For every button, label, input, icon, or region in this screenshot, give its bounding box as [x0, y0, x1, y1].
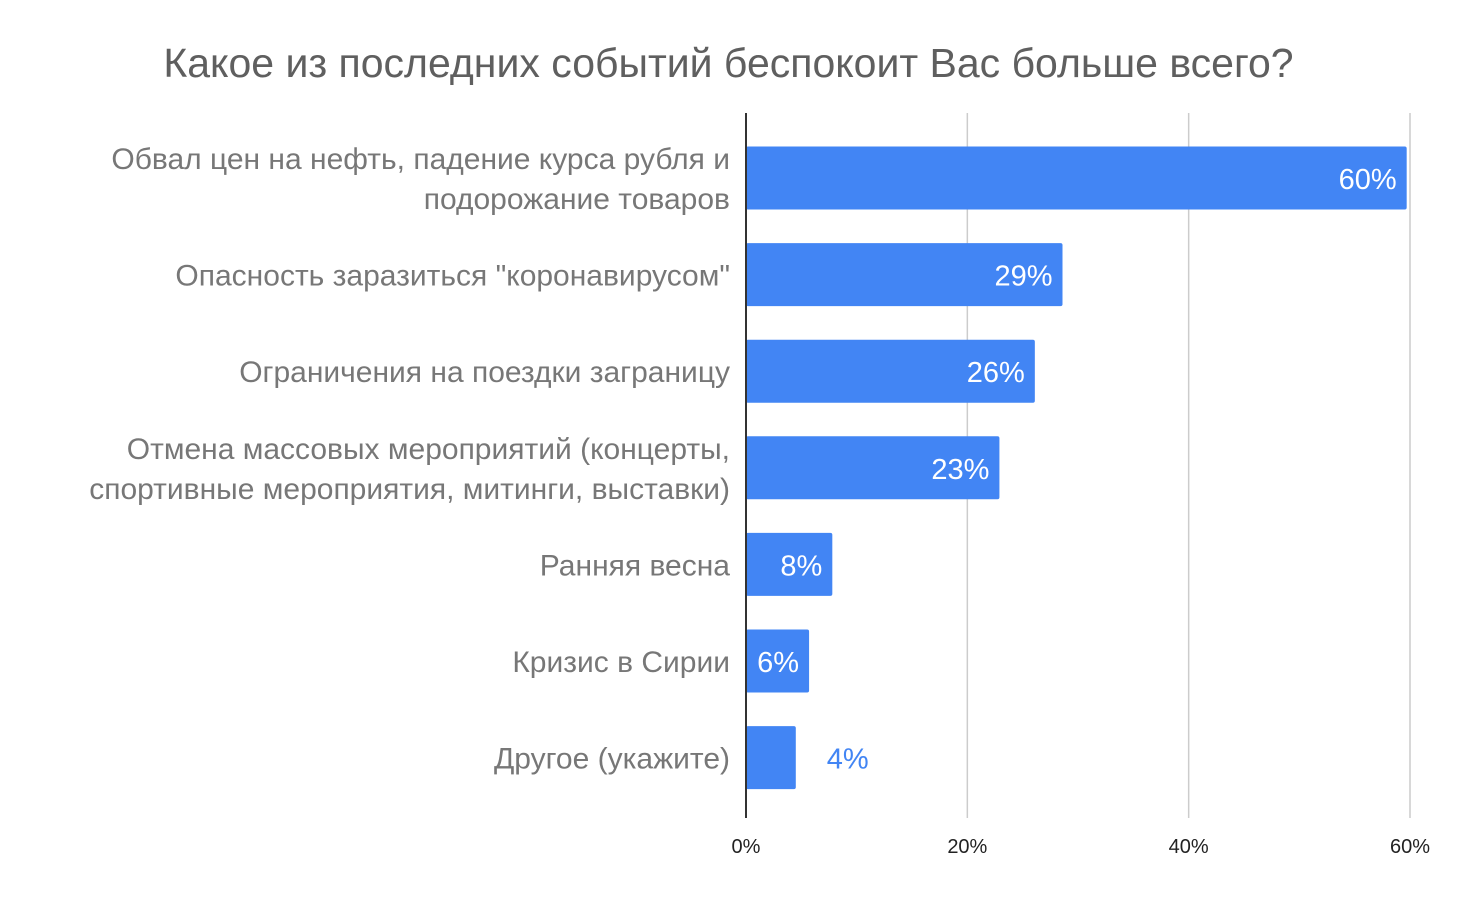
x-tick-label: 40%	[1169, 836, 1209, 858]
value-label: 60%	[1339, 164, 1397, 196]
gridlines	[966, 113, 1411, 818]
value-label: 4%	[827, 744, 869, 776]
bar	[746, 436, 1000, 500]
category-label: Отмена массовых мероприятий (концерты, сп…	[89, 433, 730, 506]
category-label: Обвал цен на нефть, падение курса рубля …	[111, 143, 730, 216]
value-label: 26%	[967, 357, 1025, 389]
bar	[746, 339, 1035, 403]
x-tick-label: 0%	[732, 836, 761, 858]
category-label: Другое (укажите)	[494, 743, 730, 776]
bar	[746, 629, 810, 693]
x-tick-label: 20%	[947, 836, 987, 858]
bar	[746, 726, 796, 790]
value-labels: 60% 29% 26% 23% 8% 6% 4%	[757, 164, 1397, 776]
value-label: 23%	[931, 454, 989, 486]
value-label: 29%	[994, 261, 1052, 293]
category-label: Опасность заразиться "коронавирусом"	[175, 260, 730, 293]
chart-title: Какое из последних событий беспокоит Вас…	[163, 40, 1294, 86]
x-tick-label: 60%	[1390, 836, 1430, 858]
bar	[746, 243, 1063, 307]
category-label: Кризис в Сирии	[512, 646, 730, 679]
category-labels: Обвал цен на нефть, падение курса рубля …	[89, 143, 730, 776]
category-label: Ограничения на поездки заграницу	[239, 356, 730, 389]
value-label: 6%	[757, 647, 799, 679]
bar	[746, 146, 1407, 210]
bars	[746, 146, 1407, 790]
value-label: 8%	[780, 550, 822, 582]
category-label: Ранняя весна	[540, 549, 731, 582]
x-axis-tick-labels: 0% 20% 40% 60%	[732, 836, 1431, 858]
bar	[746, 532, 833, 596]
